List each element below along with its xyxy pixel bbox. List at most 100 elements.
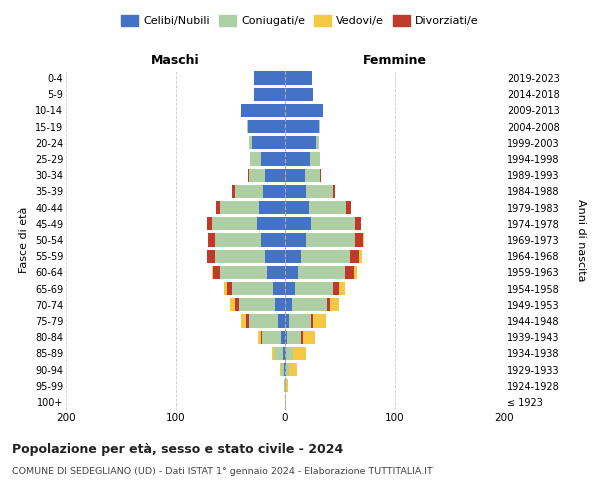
- Bar: [265, 250, 285, 263]
- Bar: [224, 282, 227, 295]
- Bar: [289, 363, 297, 376]
- Bar: [306, 185, 333, 198]
- Bar: [284, 363, 285, 376]
- Bar: [286, 363, 289, 376]
- Bar: [285, 88, 313, 101]
- Bar: [333, 282, 338, 295]
- Bar: [287, 330, 301, 344]
- Bar: [241, 104, 285, 117]
- Bar: [283, 346, 285, 360]
- Bar: [220, 266, 268, 279]
- Bar: [285, 363, 286, 376]
- Bar: [250, 152, 261, 166]
- Bar: [280, 363, 281, 376]
- Bar: [301, 250, 350, 263]
- Bar: [215, 234, 261, 246]
- Bar: [265, 168, 285, 182]
- Bar: [208, 234, 215, 246]
- Bar: [262, 330, 281, 344]
- Bar: [213, 266, 220, 279]
- Bar: [302, 330, 314, 344]
- Bar: [285, 168, 305, 182]
- Bar: [354, 266, 357, 279]
- Bar: [311, 217, 355, 230]
- Bar: [330, 298, 338, 312]
- Bar: [249, 136, 252, 149]
- Bar: [319, 120, 320, 134]
- Bar: [285, 346, 286, 360]
- Legend: Celibi/Nubili, Coniugati/e, Vedovi/e, Divorziati/e: Celibi/Nubili, Coniugati/e, Vedovi/e, Di…: [117, 10, 483, 30]
- Bar: [285, 314, 289, 328]
- Bar: [220, 201, 259, 214]
- Bar: [248, 120, 285, 134]
- Bar: [355, 234, 363, 246]
- Bar: [359, 250, 362, 263]
- Bar: [345, 266, 354, 279]
- Bar: [285, 152, 310, 166]
- Text: COMUNE DI SEDEGLIANO (UD) - Dati ISTAT 1° gennaio 2024 - Elaborazione TUTTITALIA: COMUNE DI SEDEGLIANO (UD) - Dati ISTAT 1…: [12, 468, 433, 476]
- Bar: [289, 314, 311, 328]
- Bar: [263, 185, 285, 198]
- Bar: [355, 217, 361, 230]
- Bar: [285, 201, 309, 214]
- Bar: [259, 201, 285, 214]
- Bar: [249, 314, 278, 328]
- Bar: [320, 168, 321, 182]
- Bar: [285, 298, 292, 312]
- Bar: [286, 346, 293, 360]
- Bar: [216, 201, 220, 214]
- Bar: [306, 234, 355, 246]
- Bar: [212, 217, 257, 230]
- Bar: [311, 314, 313, 328]
- Bar: [333, 185, 335, 198]
- Bar: [295, 282, 333, 295]
- Bar: [301, 330, 302, 344]
- Bar: [313, 314, 326, 328]
- Bar: [261, 330, 262, 344]
- Bar: [285, 72, 313, 85]
- Bar: [285, 185, 306, 198]
- Bar: [326, 298, 330, 312]
- Bar: [245, 314, 249, 328]
- Bar: [257, 217, 285, 230]
- Bar: [346, 201, 350, 214]
- Bar: [207, 250, 215, 263]
- Bar: [285, 396, 286, 408]
- Bar: [249, 168, 265, 182]
- Text: Femmine: Femmine: [362, 54, 427, 67]
- Bar: [257, 330, 261, 344]
- Bar: [285, 282, 295, 295]
- Bar: [281, 330, 285, 344]
- Bar: [285, 217, 311, 230]
- Bar: [272, 346, 274, 360]
- Bar: [227, 282, 232, 295]
- Bar: [254, 88, 285, 101]
- Bar: [285, 104, 323, 117]
- Bar: [286, 379, 288, 392]
- Text: Maschi: Maschi: [151, 54, 200, 67]
- Bar: [316, 136, 319, 149]
- Bar: [239, 298, 275, 312]
- Bar: [305, 168, 320, 182]
- Y-axis label: Fasce di età: Fasce di età: [19, 207, 29, 273]
- Bar: [275, 298, 285, 312]
- Bar: [241, 314, 245, 328]
- Bar: [285, 266, 298, 279]
- Bar: [235, 298, 239, 312]
- Bar: [293, 346, 306, 360]
- Bar: [232, 282, 273, 295]
- Bar: [235, 185, 263, 198]
- Bar: [254, 72, 285, 85]
- Bar: [285, 120, 319, 134]
- Bar: [285, 379, 286, 392]
- Y-axis label: Anni di nascita: Anni di nascita: [577, 198, 586, 281]
- Bar: [309, 201, 346, 214]
- Bar: [285, 136, 316, 149]
- Bar: [252, 136, 285, 149]
- Bar: [273, 282, 285, 295]
- Bar: [285, 330, 287, 344]
- Bar: [261, 152, 285, 166]
- Bar: [212, 266, 213, 279]
- Bar: [230, 298, 235, 312]
- Bar: [215, 250, 265, 263]
